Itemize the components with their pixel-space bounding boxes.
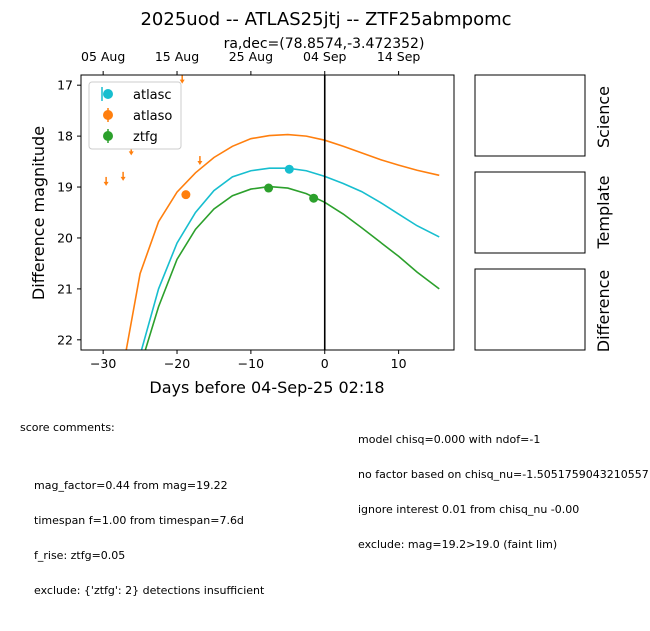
legend-item-atlaso: atlaso — [103, 108, 172, 124]
figure: 2025uod -- ATLAS25jtj -- ZTF25abmpomc ra… — [29, 9, 613, 397]
x-tick-label: −10 — [238, 356, 264, 371]
score-comment-line: ignore interest 0.01 from chisq_nu -0.00 — [358, 502, 580, 516]
chart-title: 2025uod -- ATLAS25jtj -- ZTF25abmpomc — [140, 9, 511, 30]
legend-marker-atlasc — [103, 89, 113, 99]
legend-item-ztfg: ztfg — [103, 129, 158, 145]
upper-limit-arrow-atlaso — [128, 151, 134, 156]
x-tick-label: 0 — [321, 356, 329, 371]
x-tick-label: −30 — [90, 356, 116, 371]
model-curve-ztfg — [144, 185, 440, 350]
legend-label: ztfg — [133, 130, 158, 145]
data-point-ztfg — [309, 193, 319, 203]
data-points — [181, 164, 319, 203]
science-image-frame — [474, 74, 586, 157]
difference-image-frame — [474, 268, 586, 351]
x-tick-label: −20 — [164, 356, 190, 371]
upper-limit-arrow-atlaso — [103, 181, 109, 186]
upper-limit-arrow-atlaso — [197, 161, 203, 166]
science-panel: Science — [474, 74, 613, 157]
upper-limit-arrow-atlaso — [179, 79, 185, 84]
legend-label: atlaso — [133, 109, 172, 124]
top-x-tick-label: 04 Sep — [303, 49, 347, 64]
y-tick-label: 20 — [57, 230, 73, 245]
difference-label: Difference — [594, 270, 613, 352]
plot-frame — [80, 74, 455, 351]
difference-panel: Difference — [474, 268, 613, 352]
top-axis-label: ra,dec=(78.8574,-3.472352) — [224, 36, 425, 52]
score-comment-line: timespan f=1.00 from timespan=7.6d — [34, 513, 244, 527]
legend-label: atlasc — [133, 88, 172, 103]
score-comments-right: model chisq=0.000 with ndof=-1 no factor… — [358, 411, 650, 562]
science-label: Science — [594, 86, 613, 148]
top-x-tick-label: 14 Sep — [377, 49, 421, 64]
legend-item-atlasc: atlasc — [101, 87, 172, 103]
y-tick-label: 19 — [57, 180, 73, 195]
legend-frame — [88, 81, 182, 150]
score-comment-line: mag_factor=0.44 from mag=19.22 — [34, 479, 228, 493]
legend: atlasc atlaso ztfg — [88, 81, 182, 150]
y-tick-label: 18 — [57, 129, 73, 144]
score-comment-line: no factor based on chisq_nu=-1.505175904… — [358, 467, 649, 481]
score-comment-line: f_rise: ztfg=0.05 — [34, 548, 126, 562]
y-axis-label: Difference magnitude — [29, 126, 48, 300]
y-tick-label: 22 — [57, 332, 73, 347]
model-curve-atlaso — [125, 133, 440, 350]
data-point-ztfg — [264, 183, 274, 193]
top-x-tick-label: 15 Aug — [155, 49, 199, 64]
top-x-tick-label: 25 Aug — [229, 49, 273, 64]
top-x-tick-label: 05 Aug — [81, 49, 125, 64]
x-tick-label: 10 — [391, 356, 407, 371]
template-label: Template — [594, 175, 613, 249]
score-comments-title: score comments: — [20, 421, 115, 435]
score-comment-line: exclude: mag=19.2>19.0 (faint lim) — [358, 537, 558, 551]
data-point-atlaso — [181, 190, 191, 200]
score-comments: score comments: mag_factor=0.44 from mag… — [20, 399, 264, 631]
upper-limit-arrow-atlaso — [120, 176, 126, 181]
axes: −30 −20 −10 0 10 05 Aug 15 Aug 25 Aug 04 Sep 14 S… — [57, 49, 455, 371]
score-comment-line: exclude: {'ztfg': 2} detections insuffic… — [34, 583, 265, 597]
y-tick-label: 21 — [57, 281, 73, 296]
template-image-frame — [474, 171, 586, 254]
y-tick-label: 17 — [57, 78, 73, 93]
template-panel: Template — [474, 171, 613, 254]
score-comment-line: model chisq=0.000 with ndof=-1 — [358, 433, 541, 447]
data-point-atlasc — [284, 164, 294, 174]
x-axis-label: Days before 04-Sep-25 02:18 — [149, 378, 384, 397]
